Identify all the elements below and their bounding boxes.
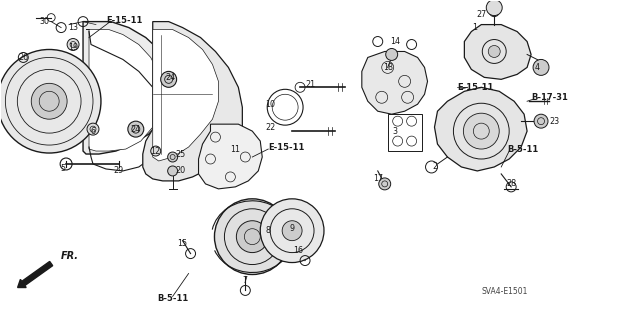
Text: 15: 15 (177, 239, 188, 248)
Text: 26: 26 (18, 53, 28, 62)
Text: 13: 13 (68, 23, 78, 32)
Polygon shape (86, 30, 163, 151)
Text: SVA4-E1501: SVA4-E1501 (481, 287, 527, 296)
Text: 18: 18 (383, 63, 393, 72)
Circle shape (168, 152, 178, 162)
Circle shape (533, 59, 549, 75)
Text: 17: 17 (372, 174, 383, 183)
Circle shape (488, 46, 500, 57)
Polygon shape (143, 22, 243, 181)
Text: 6: 6 (90, 127, 95, 136)
Polygon shape (83, 22, 173, 154)
Text: 14: 14 (390, 37, 399, 46)
Text: 25: 25 (175, 150, 186, 159)
Text: B-5-11: B-5-11 (157, 294, 188, 303)
Text: 10: 10 (265, 100, 275, 109)
Circle shape (214, 199, 290, 274)
Polygon shape (153, 30, 218, 161)
Text: E-15-11: E-15-11 (106, 16, 142, 25)
Text: E-15-11: E-15-11 (458, 83, 494, 92)
Text: 11: 11 (230, 145, 241, 153)
Text: 9: 9 (289, 224, 294, 233)
Circle shape (168, 166, 178, 176)
Circle shape (486, 0, 502, 16)
Text: 23: 23 (549, 117, 559, 126)
Circle shape (282, 221, 302, 241)
Text: 27: 27 (476, 10, 486, 19)
Circle shape (463, 113, 499, 149)
Text: 4: 4 (534, 63, 540, 72)
Text: 2: 2 (432, 162, 437, 172)
Text: 24: 24 (166, 73, 176, 82)
Text: 16: 16 (293, 246, 303, 255)
Text: 8: 8 (266, 226, 271, 235)
Circle shape (386, 48, 397, 60)
Polygon shape (198, 124, 262, 189)
Text: 1: 1 (472, 23, 477, 32)
Text: 5: 5 (61, 165, 66, 174)
Circle shape (128, 121, 144, 137)
Text: 20: 20 (175, 167, 186, 175)
Text: 22: 22 (265, 122, 275, 132)
Text: 3: 3 (392, 127, 397, 136)
Text: 7: 7 (243, 276, 248, 285)
Circle shape (236, 221, 268, 253)
Text: B-17-31: B-17-31 (531, 93, 568, 102)
Text: 28: 28 (506, 179, 516, 189)
Text: B-5-11: B-5-11 (507, 145, 538, 153)
Text: 24: 24 (131, 125, 141, 134)
Circle shape (151, 146, 161, 156)
Polygon shape (435, 87, 527, 171)
Text: 21: 21 (305, 80, 315, 89)
Circle shape (161, 71, 177, 87)
Circle shape (379, 178, 390, 190)
Text: FR.: FR. (61, 250, 79, 261)
Text: 19: 19 (68, 43, 78, 52)
Circle shape (260, 199, 324, 263)
Polygon shape (362, 51, 428, 114)
Text: 29: 29 (114, 167, 124, 175)
Text: E-15-11: E-15-11 (268, 143, 305, 152)
Text: 30: 30 (39, 17, 49, 26)
Polygon shape (465, 25, 531, 79)
Circle shape (87, 123, 99, 135)
FancyArrow shape (18, 262, 52, 287)
Circle shape (31, 83, 67, 119)
Circle shape (534, 114, 548, 128)
Text: 12: 12 (150, 146, 161, 156)
Circle shape (67, 39, 79, 50)
Circle shape (0, 49, 101, 153)
